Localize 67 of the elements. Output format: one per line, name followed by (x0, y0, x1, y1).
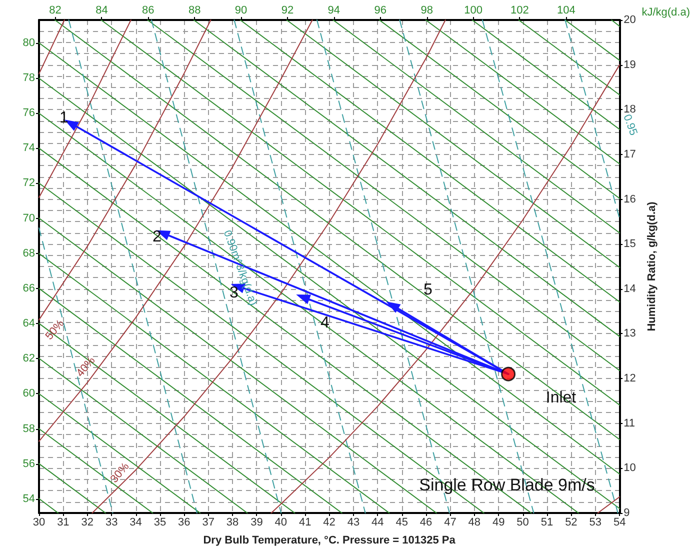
x-tick-label: 40 (274, 516, 288, 528)
x2-tick-label: 90 (234, 4, 248, 16)
y2-tick-label: 10 (624, 462, 636, 474)
y-tick-label: 70 (22, 212, 35, 224)
y-tick-label: 78 (22, 72, 35, 84)
y-tick-label: 68 (22, 247, 35, 260)
x-tick-label: 44 (372, 516, 384, 528)
x2-tick-label: 94 (328, 4, 340, 16)
y2-tick-label: 14 (624, 282, 636, 295)
y-tick-label: 62 (22, 352, 35, 365)
x-axis-title: Dry Bulb Temperature, °C. Pressure = 101325 Pa (203, 534, 456, 546)
x-tick-label: 34 (130, 516, 142, 528)
y2-tick-label: 19 (624, 58, 636, 71)
x-tick-label: 47 (444, 516, 456, 528)
y2-tick-label: 16 (624, 193, 636, 206)
x-tick-label: 33 (105, 516, 118, 528)
y2-tick-label: 20 (624, 14, 636, 26)
x-tick-label: 50 (516, 516, 529, 528)
x2-tick-label: 84 (96, 4, 108, 16)
x-tick-label: 49 (492, 516, 505, 528)
x-tick-label: 51 (540, 516, 554, 528)
x-tick-label: 53 (589, 516, 602, 528)
x2-tick-label: 98 (420, 4, 433, 16)
x-tick-label: 38 (226, 516, 239, 528)
y-tick-label: 58 (22, 422, 35, 435)
x-tick-label: 54 (613, 516, 626, 528)
x-tick-label: 31 (57, 516, 70, 528)
x-tick-label: 48 (468, 516, 481, 528)
x2-tick-label: 82 (49, 4, 62, 16)
y-tick-label: 80 (22, 36, 35, 49)
y2-tick-label: 11 (624, 417, 635, 430)
x-tick-label: 36 (178, 516, 190, 528)
x-tick-label: 42 (323, 516, 336, 528)
x2-axis-title: kJ/kg(d.a) (642, 6, 690, 18)
y-tick-label: 66 (22, 282, 35, 294)
x-tick-label: 52 (565, 516, 578, 528)
x2-tick-label: 96 (374, 4, 386, 16)
y-tick-label: 74 (22, 142, 35, 154)
x-tick-label: 41 (298, 516, 312, 528)
y2-tick-label: 17 (624, 148, 636, 160)
y2-tick-label: 12 (624, 372, 636, 385)
x2-tick-label: 104 (556, 4, 576, 16)
x-tick-label: 43 (347, 516, 360, 528)
x-tick-label: 46 (420, 516, 432, 528)
x2-tick-label: 88 (188, 4, 201, 16)
x2-tick-label: 86 (142, 4, 154, 16)
x-tick-label: 30 (32, 516, 46, 528)
x2-tick-label: 92 (281, 4, 294, 16)
y2-axis-title: Humidity Ratio, g/kg(d.a) (646, 201, 658, 332)
x2-tick-label: 100 (464, 4, 482, 16)
y-tick-label: 76 (22, 106, 35, 119)
y2-tick-label: 13 (624, 328, 636, 340)
y-tick-label: 72 (22, 177, 35, 190)
y-tick-label: 54 (22, 492, 35, 505)
y-tick-label: 64 (22, 318, 35, 330)
y-tick-label: 56 (22, 458, 35, 470)
annotation: 1 (60, 110, 69, 126)
annotation: 5 (424, 282, 433, 298)
y-tick-label: 60 (22, 388, 35, 400)
x-tick-label: 35 (154, 516, 166, 528)
x2-tick-label: 102 (510, 4, 529, 16)
x-tick-label: 45 (396, 516, 408, 528)
y2-tick-label: 15 (624, 238, 636, 250)
y2-tick-label: 9 (624, 507, 630, 519)
x-tick-label: 39 (250, 516, 263, 528)
x-tick-label: 32 (81, 516, 94, 528)
x-tick-label: 37 (202, 516, 214, 528)
